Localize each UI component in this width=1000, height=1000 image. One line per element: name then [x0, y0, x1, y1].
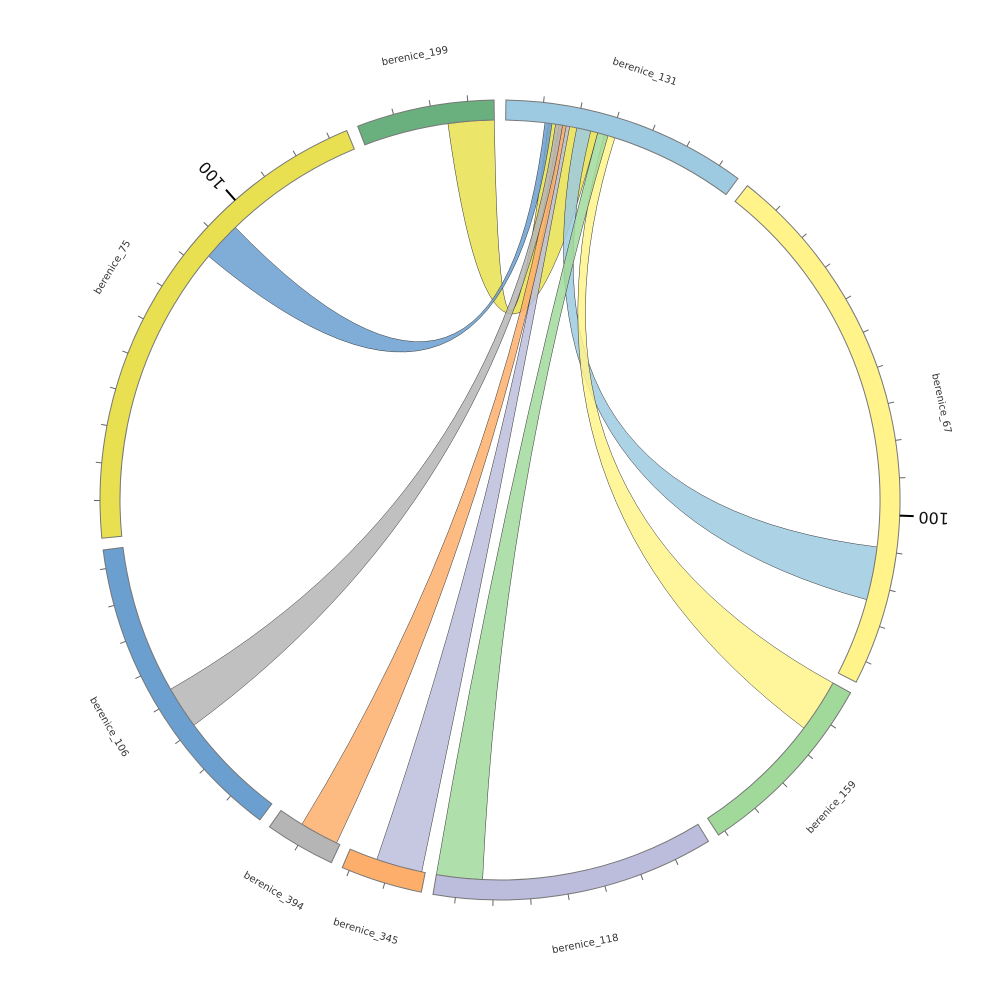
- tick-mark: [865, 661, 872, 665]
- tick-mark: [454, 897, 456, 904]
- tick-mark: [604, 885, 607, 892]
- tick-mark: [428, 100, 431, 107]
- tick-mark: [326, 132, 330, 139]
- tick-label: 100: [195, 158, 229, 193]
- segment-arc: [341, 848, 426, 893]
- tick-mark: [807, 754, 814, 760]
- segment-label: berenice_199: [381, 45, 449, 68]
- segment-label: berenice_345: [332, 917, 400, 948]
- tick-mark: [292, 150, 297, 157]
- tick-mark: [203, 221, 209, 227]
- tick-mark: [135, 675, 141, 679]
- tick-mark: [382, 882, 386, 889]
- major-tick: [225, 189, 236, 201]
- tick-mark: [346, 870, 350, 877]
- tick-mark: [674, 859, 679, 866]
- segment-label: berenice_118: [551, 933, 619, 957]
- tick-mark: [652, 124, 656, 131]
- segment-label: berenice_106: [87, 695, 130, 759]
- tick-mark: [830, 724, 837, 729]
- tick-mark: [99, 568, 107, 571]
- tick-mark: [640, 874, 644, 881]
- tick-mark: [109, 386, 116, 390]
- segment-arc: [734, 184, 901, 683]
- tick-mark: [895, 439, 902, 441]
- segment-label: berenice_75: [92, 239, 133, 297]
- tick-mark: [294, 844, 299, 851]
- tick-mark: [156, 282, 163, 287]
- tick-mark: [889, 589, 896, 593]
- tick-mark: [896, 552, 903, 555]
- tick-mark: [153, 708, 160, 713]
- tick-mark: [199, 768, 205, 774]
- tick-mark: [108, 604, 115, 608]
- tick-mark: [226, 795, 232, 801]
- tick-mark: [260, 171, 266, 177]
- tick-mark: [101, 423, 108, 427]
- tick-mark: [616, 111, 620, 118]
- segment-arc: [268, 809, 341, 864]
- tick-mark: [877, 364, 884, 368]
- tick-mark: [580, 102, 583, 109]
- tick-mark: [825, 263, 831, 268]
- tick-mark: [754, 807, 760, 814]
- chord-ribbon: [563, 127, 878, 600]
- tick-mark: [122, 350, 129, 354]
- tick-mark: [879, 626, 886, 629]
- tick-mark: [718, 160, 724, 166]
- tick-mark: [862, 329, 869, 333]
- segment-arc: [432, 823, 710, 901]
- segment-label: berenice_67: [929, 372, 953, 434]
- segment-arc: [99, 129, 355, 539]
- tick-mark: [775, 205, 781, 211]
- tick-mark: [95, 461, 102, 464]
- tick-mark: [801, 233, 807, 239]
- chord-ribbon: [208, 122, 553, 353]
- segment-arc: [357, 99, 495, 146]
- tick-mark: [724, 830, 729, 837]
- tick-mark: [567, 894, 570, 901]
- tick-mark: [782, 782, 788, 788]
- segment-label: berenice_131: [611, 56, 678, 88]
- tick-mark: [845, 295, 852, 300]
- major-tick: [899, 514, 914, 518]
- tick-mark: [137, 315, 144, 320]
- tick-mark: [888, 401, 895, 404]
- segment-label: berenice_159: [805, 779, 859, 836]
- tick-mark: [178, 251, 185, 256]
- tick-mark: [686, 140, 691, 147]
- segment-label: berenice_394: [241, 870, 305, 913]
- tick-label: 100: [918, 508, 949, 528]
- tick-mark: [543, 96, 545, 103]
- segment-arc: [102, 546, 273, 821]
- segment-arc: [505, 99, 739, 196]
- tick-mark: [119, 640, 126, 644]
- tick-mark: [175, 739, 181, 745]
- tick-mark: [391, 108, 395, 115]
- segment-arc: [706, 682, 852, 836]
